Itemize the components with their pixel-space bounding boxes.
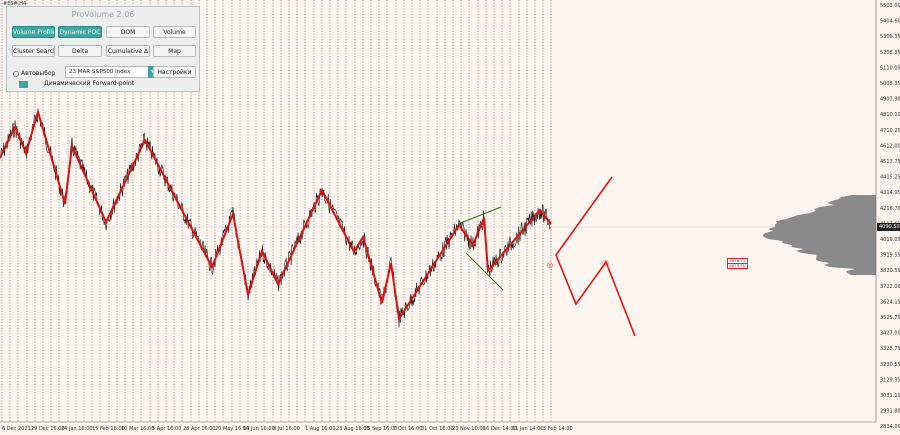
provolume-panel: ProVolume 2.06 Volume Profile Dynamic PO…: [6, 6, 200, 92]
price-axis-labels: 5503.00 5404.60 5306.35 5208.35 5110.05 5008.…: [880, 3, 900, 430]
price-tick-label: 3230.55: [880, 362, 900, 368]
time-tick-label: 7 Oct 16:00: [393, 426, 422, 432]
price-tick-label: 5404.60: [880, 19, 900, 25]
volume-profile-histogram: [762, 195, 876, 275]
price-tick-label: 3129.35: [880, 377, 900, 383]
cumulative-delta-button[interactable]: Cumulative Δ: [106, 45, 150, 57]
map-button[interactable]: Map: [153, 45, 196, 57]
wave-mark-a: ◎: [547, 261, 553, 269]
time-tick-label: 8 Jul 16:00: [273, 426, 300, 432]
auto-select-label: Автовыбор: [21, 70, 56, 77]
price-tick-label: 3820.55: [880, 268, 900, 274]
forward-point-label: Динамический Forward-point: [44, 80, 135, 87]
price-tick-label: 2834.00: [880, 424, 900, 430]
chevron-down-icon[interactable]: ▾: [148, 66, 157, 78]
time-tick-label: 24 Jan 16:00: [61, 426, 93, 432]
settings-button[interactable]: Настройки: [153, 66, 196, 78]
time-tick-label: 6 Dec 2021: [2, 426, 31, 432]
time-tick-label: 31 Oct 16:00: [421, 426, 454, 432]
price-tick-label: 3427.00: [880, 331, 900, 337]
price-tick-label: 3328.75: [880, 346, 900, 352]
price-series-line: [0, 108, 551, 328]
price-tick-label: 4019.05: [880, 237, 900, 243]
dynamic-poc-button[interactable]: Dynamic POC: [58, 26, 102, 38]
time-tick-label: 16 Dec 14:00: [483, 426, 517, 432]
price-tick-label: 3624.15: [880, 299, 900, 305]
time-tick-label: 28 Apr 16:00: [183, 426, 216, 432]
time-tick-label: 15 Sep 16:00: [364, 426, 397, 432]
time-tick-label: 1 Aug 16:00: [305, 426, 336, 432]
price-tick-label: 5208.35: [880, 50, 900, 56]
price-tick-label: 2931.80: [880, 409, 900, 415]
price-tick-label: 4216.70: [880, 206, 900, 212]
price-tick-label: 4710.25: [880, 128, 900, 134]
zigzag-wave-line: [0, 108, 552, 322]
instrument-select[interactable]: 23 MAR S&P500 Index: [65, 66, 149, 78]
cluster-search-button[interactable]: Cluster Search: [12, 45, 55, 57]
forecast-path-line: [555, 176, 636, 337]
price-tick-label: 3722.00: [880, 284, 900, 290]
time-tick-label: 11 Jan 14:00: [512, 426, 544, 432]
price-tick-label: 4810.10: [880, 112, 900, 118]
dom-button[interactable]: DOM: [106, 26, 150, 38]
price-tick-label: 4415.25: [880, 175, 900, 181]
auto-select-radio[interactable]: [13, 71, 19, 77]
volume-profile-button[interactable]: Volume Profile: [12, 26, 55, 38]
time-tick-label: 20 May 16:00: [215, 426, 249, 432]
time-tick-label: 5 Apr 16:00: [152, 426, 181, 432]
time-tick-label: 23 Aug 16:00: [336, 426, 370, 432]
price-tick-label: 3919.55: [880, 253, 900, 259]
panel-title: ProVolume 2.06: [71, 10, 135, 19]
time-tick-label: 29 Dec 16:00: [31, 426, 65, 432]
time-tick-label: 14 Jun 16:00: [243, 426, 275, 432]
price-tick-label: 5008.35: [880, 81, 900, 87]
price-tick-label: 5110.05: [880, 65, 900, 71]
time-tick-label: 15 Feb 16:00: [92, 426, 125, 432]
price-tick-label: 4513.75: [880, 159, 900, 165]
time-tick-label: 3 Feb 14:00: [543, 426, 573, 432]
price-tick-label: 5503.00: [880, 3, 900, 9]
red-price-tag-2: 3874.50: [727, 263, 748, 269]
wave-mark-b: ⓑ: [602, 260, 609, 268]
channel-lower-line: [465, 252, 504, 291]
time-tick-label: 23 Nov 10:00: [452, 426, 486, 432]
symbol-label: #ES#,H4: [3, 1, 27, 7]
time-tick-label: 10 Mar 16:00: [121, 426, 154, 432]
volume-button[interactable]: Volume: [153, 26, 196, 38]
price-tick-label: 3525.75: [880, 315, 900, 321]
price-tick-label: 4907.90: [880, 97, 900, 103]
delta-button[interactable]: Delta: [58, 45, 102, 57]
price-tick-label: 3031.10: [880, 393, 900, 399]
forward-point-checkbox[interactable]: [19, 81, 28, 88]
price-tick-label: 4314.95: [880, 190, 900, 196]
channel-upper-line: [457, 206, 502, 225]
price-tick-label: 4612.00: [880, 143, 900, 149]
current-price-tag: 4090.50: [877, 223, 900, 231]
price-tick-label: 5306.35: [880, 34, 900, 40]
